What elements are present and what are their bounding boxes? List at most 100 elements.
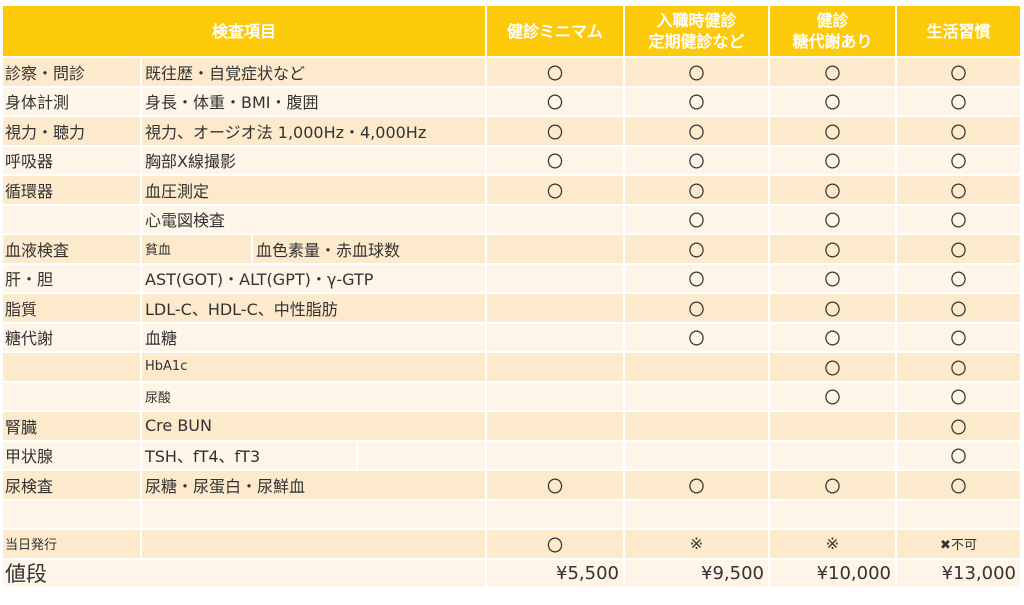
- mark-cell: [770, 441, 897, 469]
- table-row: 甲状腺 TSH、fT4、fT3 〇: [3, 441, 1020, 471]
- header-line: 入職時健診: [656, 11, 737, 30]
- mark-cell: [487, 412, 625, 440]
- mark-cell: ※: [770, 530, 897, 558]
- mark-cell: [487, 205, 625, 233]
- mark-cell: 〇: [950, 476, 967, 496]
- item-cell: [142, 500, 487, 528]
- price-value: ¥5,500: [487, 559, 625, 587]
- mark-cell: 〇: [487, 471, 625, 499]
- mark-cell: 〇: [950, 240, 967, 260]
- table-row: 心電図検査〇〇〇: [3, 205, 1020, 235]
- mark-cell: 〇: [770, 471, 897, 499]
- item-text: TSH、fT4、fT3: [145, 441, 358, 469]
- category-cell: [3, 500, 142, 528]
- mark-cell: 〇: [770, 87, 897, 115]
- header-line: 健診: [816, 11, 849, 30]
- mark-cell: [770, 500, 897, 528]
- mark-cell: [487, 441, 625, 469]
- header-plan-employment: 入職時健診 定期健診など: [625, 6, 770, 56]
- mark-cell: 〇: [770, 353, 897, 381]
- table-row: 血液検査 貧血 血色素量・赤血球数〇〇〇: [3, 235, 1020, 265]
- mark-cell: 〇: [625, 235, 770, 263]
- table-row: [3, 500, 1020, 530]
- mark-cell: 〇: [950, 299, 967, 319]
- price-value: ¥9,500: [625, 559, 770, 587]
- item-cell: 心電図検査: [142, 205, 487, 233]
- mark-cell: 〇: [625, 176, 770, 204]
- exam-plan-table: 検査項目 健診ミニマム 入職時健診 定期健診など 健診糖代謝あり 生活習慣 診察・…: [3, 6, 1020, 589]
- mark-cell: [897, 501, 1020, 529]
- mark-cell: 〇: [950, 388, 967, 408]
- header-line: 糖代謝あり: [792, 32, 873, 51]
- mark-cell: 〇: [770, 176, 897, 204]
- mark-cell: 〇: [770, 146, 897, 174]
- table-row: 肝・胆 AST(GOT)・ALT(GPT)・γ-GTP 〇〇〇: [3, 264, 1020, 294]
- category-cell: 循環器: [3, 176, 142, 204]
- category-cell: 診察・問診: [3, 58, 142, 86]
- header-plan-minimum: 健診ミニマム: [487, 6, 625, 56]
- table-header: 検査項目 健診ミニマム 入職時健診 定期健診など 健診糖代謝あり 生活習慣: [3, 6, 1020, 58]
- mark-cell: [625, 353, 770, 381]
- mark-cell: 〇: [487, 117, 625, 145]
- header-item: 検査項目: [3, 6, 487, 56]
- mark-cell: 〇: [625, 294, 770, 322]
- item-cell: TSH、fT4、fT3: [142, 441, 487, 469]
- item-cell: 視力、オージオ法 1,000Hz・4,000Hz: [142, 117, 487, 145]
- category-cell: 身体計測: [3, 87, 142, 115]
- mark-cell: 〇: [487, 530, 625, 558]
- header-line: 健診ミニマム: [506, 21, 603, 41]
- mark-cell: [625, 382, 770, 410]
- price-label: 値段: [3, 559, 487, 587]
- item-sub: 貧血: [145, 235, 253, 263]
- mark-cell: 〇: [487, 176, 625, 204]
- mark-cell: 〇: [950, 63, 967, 83]
- table-row: 呼吸器 胸部X線撮影〇〇〇〇: [3, 146, 1020, 176]
- item-cell: Cre BUN: [142, 412, 487, 440]
- table-row: 当日発行〇 ※ ※ ✖不可: [3, 530, 1020, 560]
- table-row: 脂質 LDL-C、HDL-C、中性脂肪〇〇〇: [3, 294, 1020, 324]
- mark-cell: 〇: [950, 270, 967, 290]
- mark-cell: 〇: [950, 93, 967, 113]
- mark-cell: 〇: [625, 87, 770, 115]
- mark-cell: 〇: [950, 358, 967, 378]
- mark-cell: [487, 294, 625, 322]
- category-cell: 腎臓: [3, 412, 142, 440]
- item-cell: 尿酸: [142, 382, 487, 410]
- mark-cell: 〇: [950, 447, 967, 467]
- item-detail: 血色素量・赤血球数: [256, 240, 401, 260]
- item-cell: AST(GOT)・ALT(GPT)・γ-GTP: [142, 264, 487, 292]
- mark-cell: [625, 500, 770, 528]
- mark-cell: 〇: [625, 205, 770, 233]
- mark-cell: 〇: [625, 58, 770, 86]
- mark-cell: 〇: [950, 122, 967, 142]
- category-cell: 尿検査: [3, 471, 142, 499]
- category-cell: 呼吸器: [3, 146, 142, 174]
- header-plan-lifestyle: 生活習慣: [897, 6, 1020, 56]
- mark-cell: 〇: [950, 181, 967, 201]
- item-cell: 血圧測定: [142, 176, 487, 204]
- mark-cell: [487, 353, 625, 381]
- mark-cell: [487, 235, 625, 263]
- item-cell: 胸部X線撮影: [142, 146, 487, 174]
- category-cell: 脂質: [3, 294, 142, 322]
- mark-cell: 〇: [625, 471, 770, 499]
- mark-cell: 〇: [487, 146, 625, 174]
- item-cell: 身長・体重・BMI・腹囲: [142, 87, 487, 115]
- mark-cell: 〇: [770, 323, 897, 351]
- mark-cell: ✖不可: [940, 538, 977, 554]
- table-row: 循環器 血圧測定〇〇〇〇: [3, 176, 1020, 206]
- category-cell: 視力・聴力: [3, 117, 142, 145]
- table-row: 尿検査 尿糖・尿蛋白・尿鮮血〇〇〇〇: [3, 471, 1020, 501]
- mark-cell: [487, 382, 625, 410]
- mark-cell: 〇: [770, 205, 897, 233]
- price-value: ¥10,000: [770, 559, 897, 587]
- mark-cell: [487, 264, 625, 292]
- mark-cell: 〇: [625, 117, 770, 145]
- category-cell: 血液検査: [3, 235, 142, 263]
- price-row: 値段 ¥5,500 ¥9,500 ¥10,000 ¥13,000: [3, 559, 1020, 589]
- header-plan-glucose: 健診 糖代謝あり: [770, 6, 897, 56]
- item-cell: HbA1c: [142, 353, 487, 381]
- mark-cell: 〇: [950, 417, 967, 437]
- mark-cell: 〇: [487, 58, 625, 86]
- category-cell: 糖代謝: [3, 323, 142, 351]
